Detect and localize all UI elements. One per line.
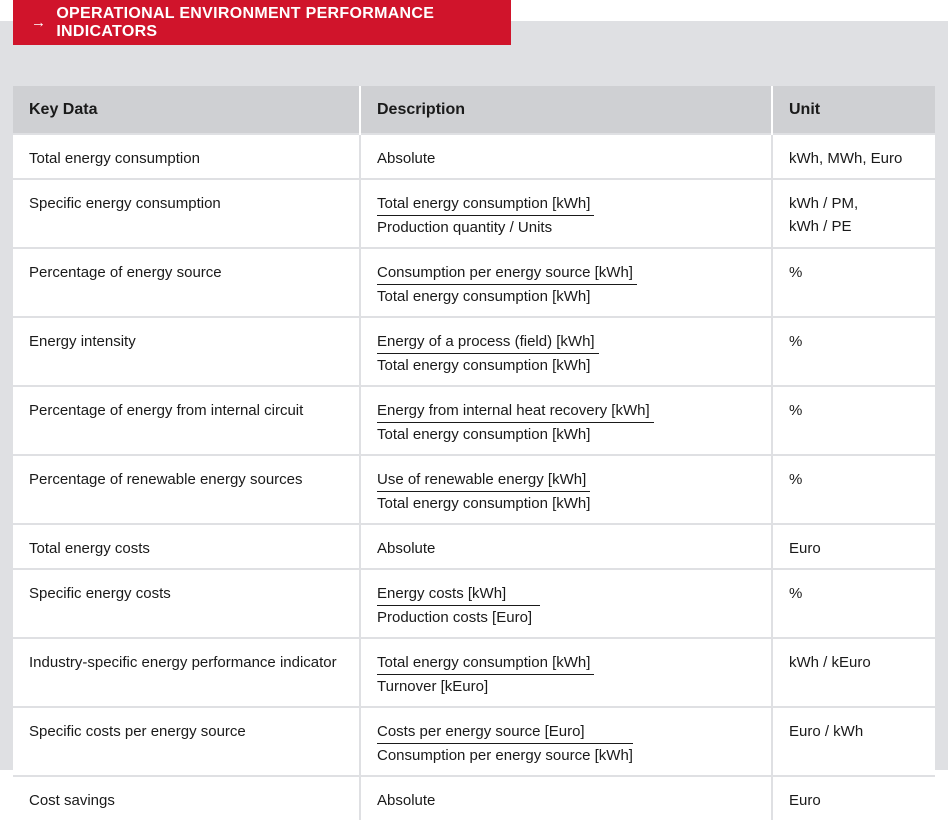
table-row: Cost savings Absolute Euro	[13, 775, 935, 820]
fraction-denominator: Production costs [Euro]	[377, 609, 533, 626]
unit-cell: %	[771, 316, 935, 386]
unit-cell: %	[771, 247, 935, 317]
unit-line: kWh / PM,	[789, 195, 859, 212]
key-data-cell: Percentage of energy from internal circu…	[13, 385, 360, 455]
fraction: Energy from internal heat recovery [kWh]…	[377, 399, 763, 446]
fraction-denominator: Consumption per energy source [kWh]	[377, 747, 633, 764]
unit-cell: kWh / PM, kWh / PE	[771, 178, 935, 248]
table-row: Total energy consumption Absolute kWh, M…	[13, 133, 935, 179]
fraction-numerator: Costs per energy source [Euro]	[377, 721, 633, 744]
fraction: Total energy consumption [kWh] Productio…	[377, 192, 763, 239]
table-row: Energy intensity Energy of a process (fi…	[13, 316, 935, 386]
arrow-right-icon: →	[31, 14, 47, 31]
section-title: OPERATIONAL ENVIRONMENT PERFORMANCE INDI…	[56, 4, 435, 40]
table-header-row: Key Data Description Unit	[13, 86, 935, 134]
description-cell: Absolute	[359, 775, 772, 820]
description-cell: Total energy consumption [kWh] Turnover …	[359, 637, 772, 707]
fraction-denominator: Total energy consumption [kWh]	[377, 288, 591, 305]
unit-line: kWh / PE	[789, 218, 852, 235]
description-cell: Energy costs [kWh] Production costs [Eur…	[359, 568, 772, 638]
description-cell: Energy from internal heat recovery [kWh]…	[359, 385, 772, 455]
description-cell: Absolute	[359, 133, 772, 179]
unit-cell: Euro	[771, 775, 935, 820]
description-cell: Costs per energy source [Euro] Consumpti…	[359, 706, 772, 776]
fraction-numerator: Consumption per energy source [kWh]	[377, 262, 637, 285]
unit-cell: Euro	[771, 523, 935, 569]
description-cell: Use of renewable energy [kWh] Total ener…	[359, 454, 772, 524]
key-data-cell: Specific costs per energy source	[13, 706, 360, 776]
description-cell: Energy of a process (field) [kWh] Total …	[359, 316, 772, 386]
fraction-numerator: Energy costs [kWh]	[377, 583, 541, 606]
fraction: Energy costs [kWh] Production costs [Eur…	[377, 582, 763, 629]
fraction-numerator: Use of renewable energy [kWh]	[377, 469, 591, 492]
table-row: Specific energy costs Energy costs [kWh]…	[13, 568, 935, 638]
table-row: Specific energy consumption Total energy…	[13, 178, 935, 248]
fraction-numerator: Energy of a process (field) [kWh]	[377, 331, 599, 354]
fraction-denominator: Turnover [kEuro]	[377, 678, 489, 695]
key-data-cell: Specific energy costs	[13, 568, 360, 638]
description-cell: Absolute	[359, 523, 772, 569]
table-row: Total energy costs Absolute Euro	[13, 523, 935, 569]
key-data-cell: Industry-specific energy performance ind…	[13, 637, 360, 707]
fraction: Use of renewable energy [kWh] Total ener…	[377, 468, 763, 515]
table-row: Percentage of energy from internal circu…	[13, 385, 935, 455]
unit-cell: kWh, MWh, Euro	[771, 133, 935, 179]
key-data-cell: Specific energy consumption	[13, 178, 360, 248]
key-data-cell: Total energy costs	[13, 523, 360, 569]
table-row: Percentage of energy source Consumption …	[13, 247, 935, 317]
fraction-denominator: Total energy consumption [kWh]	[377, 495, 591, 512]
fraction-denominator: Total energy consumption [kWh]	[377, 357, 591, 374]
unit-cell: Euro / kWh	[771, 706, 935, 776]
key-data-cell: Percentage of energy source	[13, 247, 360, 317]
description-cell: Consumption per energy source [kWh] Tota…	[359, 247, 772, 317]
table-row: Specific costs per energy source Costs p…	[13, 706, 935, 776]
unit-cell: %	[771, 454, 935, 524]
fraction-numerator: Total energy consumption [kWh]	[377, 193, 595, 216]
fraction: Consumption per energy source [kWh] Tota…	[377, 261, 763, 308]
fraction-denominator: Production quantity / Units	[377, 219, 553, 236]
column-header-key-data: Key Data	[13, 86, 360, 134]
column-header-description: Description	[359, 86, 772, 134]
table-row: Percentage of renewable energy sources U…	[13, 454, 935, 524]
unit-cell: %	[771, 568, 935, 638]
key-data-cell: Total energy consumption	[13, 133, 360, 179]
fraction-numerator: Energy from internal heat recovery [kWh]	[377, 400, 654, 423]
table-row: Industry-specific energy performance ind…	[13, 637, 935, 707]
fraction: Energy of a process (field) [kWh] Total …	[377, 330, 763, 377]
key-data-cell: Percentage of renewable energy sources	[13, 454, 360, 524]
fraction: Costs per energy source [Euro] Consumpti…	[377, 720, 763, 767]
description-cell: Total energy consumption [kWh] Productio…	[359, 178, 772, 248]
fraction-denominator: Total energy consumption [kWh]	[377, 426, 591, 443]
key-data-cell: Cost savings	[13, 775, 360, 820]
column-header-unit: Unit	[771, 86, 935, 134]
unit-cell: kWh / kEuro	[771, 637, 935, 707]
unit-cell: %	[771, 385, 935, 455]
fraction-numerator: Total energy consumption [kWh]	[377, 652, 595, 675]
key-data-cell: Energy intensity	[13, 316, 360, 386]
fraction: Total energy consumption [kWh] Turnover …	[377, 651, 763, 698]
key-data-table: Key Data Description Unit Total energy c…	[13, 86, 935, 820]
section-title-banner: → OPERATIONAL ENVIRONMENT PERFORMANCE IN…	[13, 0, 511, 45]
